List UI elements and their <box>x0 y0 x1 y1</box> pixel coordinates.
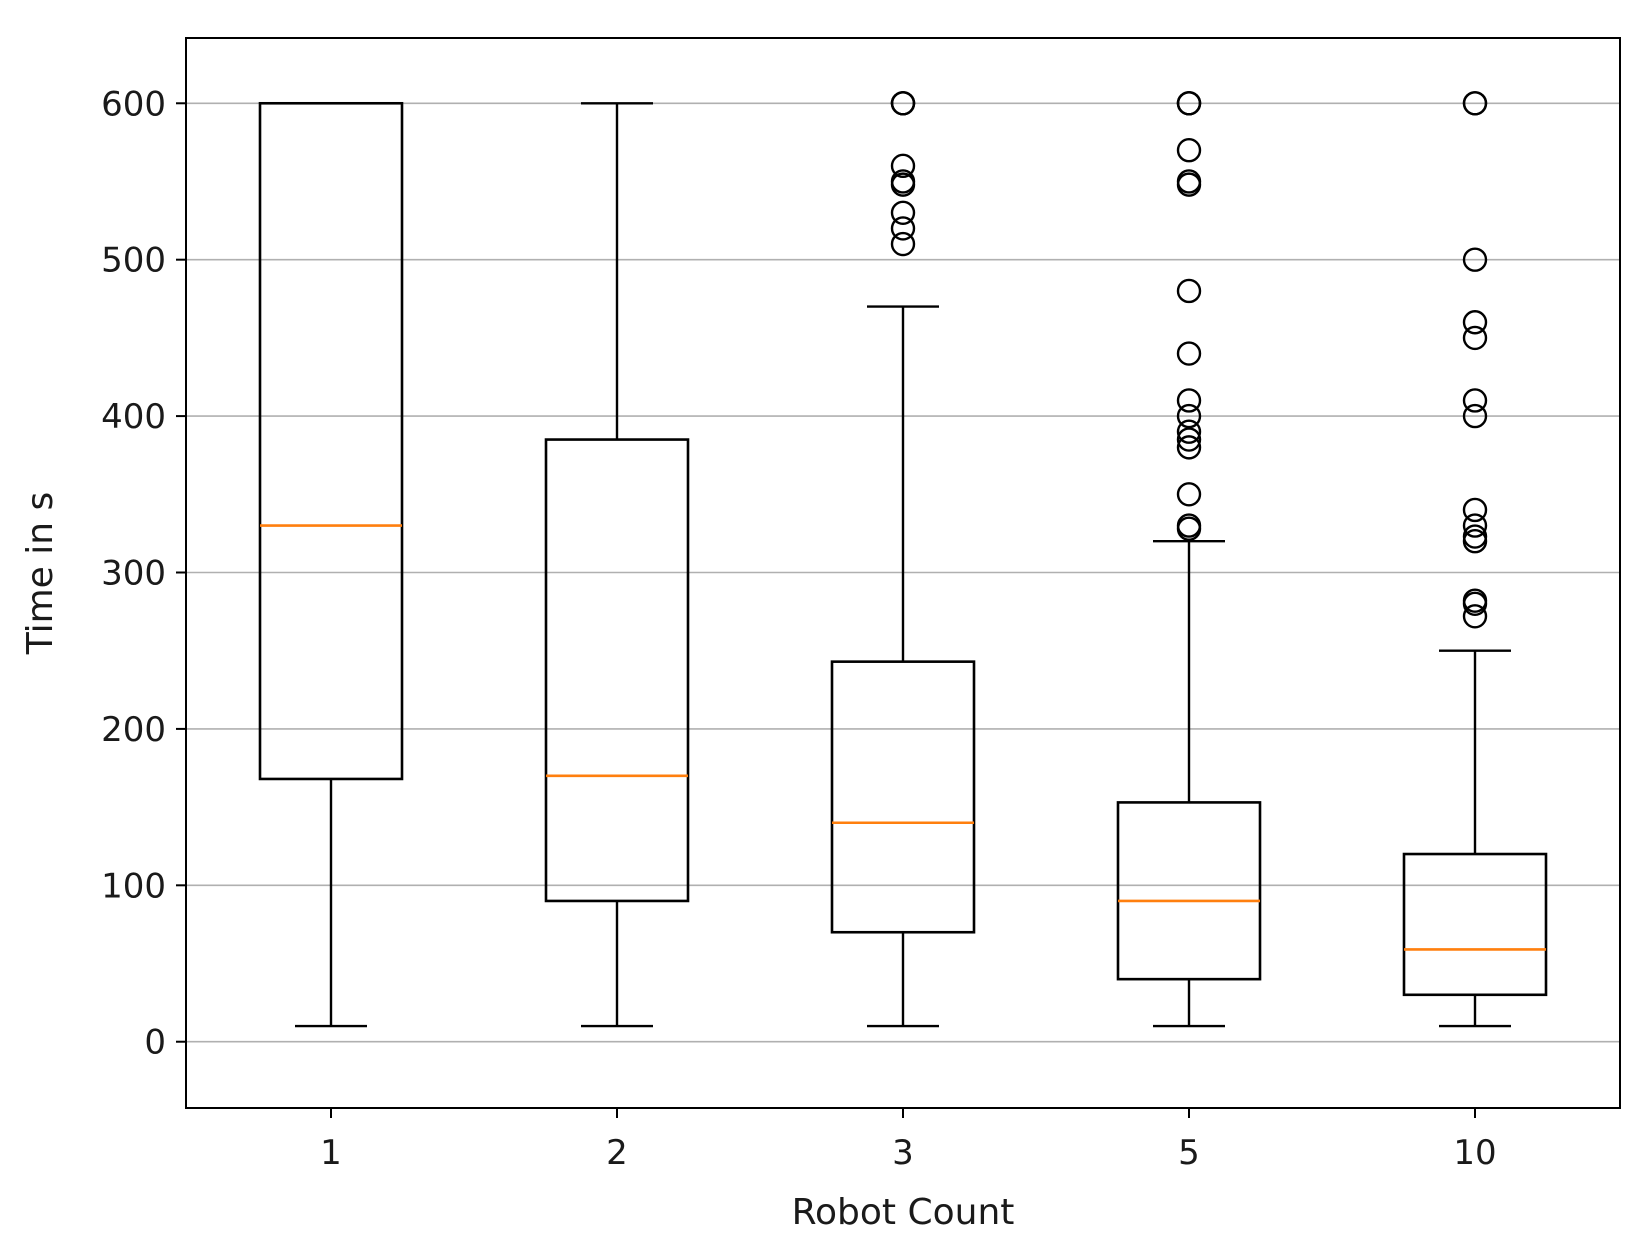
y-tick-label-600: 600 <box>101 84 166 124</box>
outlier-point <box>1462 91 1488 116</box>
outlier-point <box>1176 388 1202 413</box>
outlier-point <box>1176 513 1202 538</box>
y-axis-label: Time in s <box>20 492 61 656</box>
boxes-layer <box>258 91 1548 1028</box>
outlier-point <box>1462 388 1488 413</box>
y-tick-label-300: 300 <box>101 554 166 594</box>
outlier-point <box>1176 169 1202 194</box>
iqr-box <box>258 101 404 781</box>
outlier-point <box>1462 247 1488 272</box>
x-axis-label: Robot Count <box>792 1192 1015 1233</box>
outlier-point <box>1462 325 1488 351</box>
outlier-point <box>1462 497 1488 523</box>
outlier-point <box>890 200 916 225</box>
y-tick-label-100: 100 <box>101 866 166 906</box>
outlier-point <box>1462 604 1488 629</box>
y-tick-label-500: 500 <box>101 241 166 281</box>
box-group-3 <box>830 91 976 1028</box>
x-tick-label-3: 3 <box>892 1133 914 1173</box>
x-tick-label-2: 2 <box>606 1133 628 1173</box>
y-tick-label-0: 0 <box>144 1023 166 1063</box>
y-tick-label-400: 400 <box>101 397 166 437</box>
outlier-point <box>890 169 916 194</box>
y-tick-label-200: 200 <box>101 710 166 750</box>
outlier-point <box>1462 403 1488 429</box>
box-group-5 <box>1116 91 1262 1028</box>
y-axis-ticks: 0 100 200 300 400 500 600 <box>101 84 186 1063</box>
x-tick-label-1: 1 <box>320 1133 342 1173</box>
outlier-point <box>1176 427 1202 452</box>
outlier-point <box>1176 419 1202 444</box>
outlier-point <box>1176 482 1202 507</box>
outlier-point <box>890 231 916 257</box>
iqr-box <box>1116 801 1262 981</box>
outlier-point <box>1462 524 1488 549</box>
outlier-point <box>1462 588 1488 613</box>
outlier-point <box>1176 435 1202 460</box>
x-tick-label-10: 10 <box>1453 1133 1496 1173</box>
x-tick-label-5: 5 <box>1178 1133 1200 1173</box>
outlier-point <box>890 216 916 241</box>
box-group-10 <box>1402 91 1548 1028</box>
outlier-point <box>1176 138 1202 163</box>
iqr-box <box>1402 852 1548 997</box>
outlier-point <box>1176 91 1202 116</box>
outlier-point <box>1462 513 1488 538</box>
iqr-box <box>544 438 690 903</box>
outlier-point <box>1176 278 1202 304</box>
outlier-point <box>890 91 916 116</box>
iqr-box <box>830 660 976 934</box>
outlier-point <box>1176 341 1202 366</box>
box-group-2 <box>544 102 690 1028</box>
outlier-point <box>1176 403 1202 429</box>
x-axis-ticks: 1 2 3 5 10 <box>320 1108 1497 1173</box>
outlier-point <box>890 153 916 179</box>
outlier-point <box>1462 310 1488 335</box>
box-group-1 <box>258 101 404 1028</box>
